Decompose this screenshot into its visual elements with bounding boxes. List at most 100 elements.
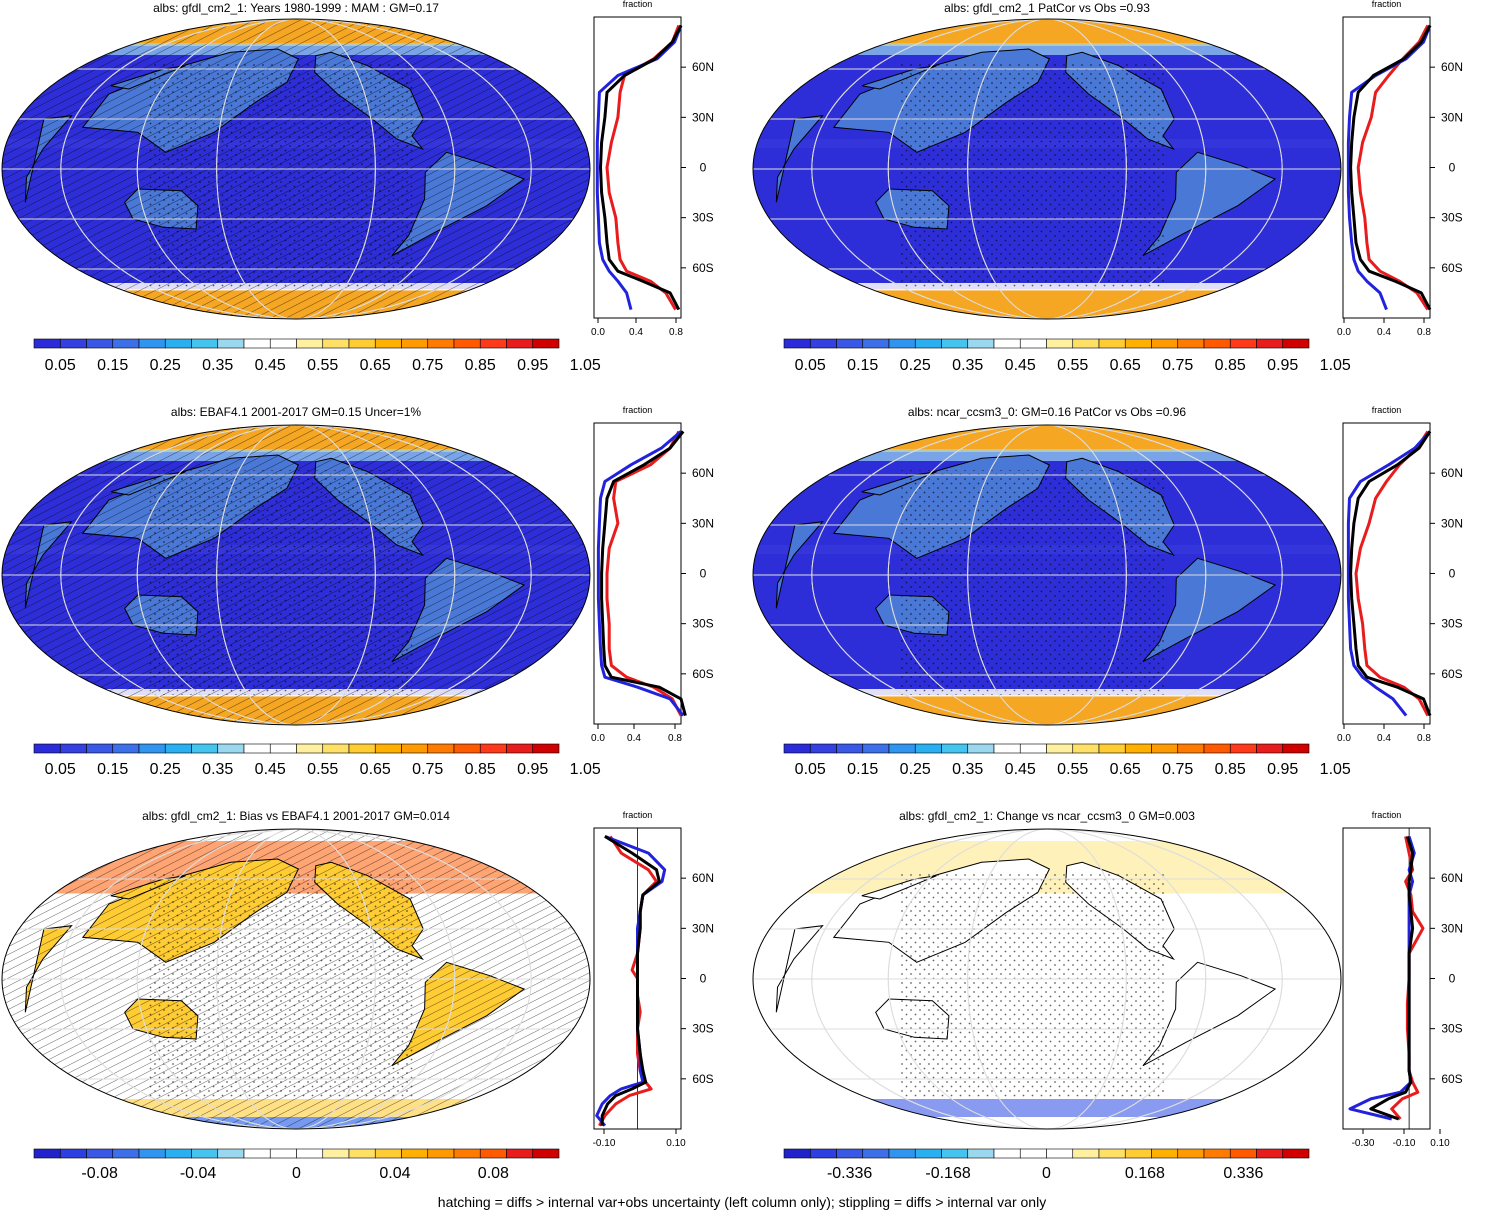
longitude-line — [60, 19, 532, 319]
map-outline — [752, 424, 1342, 726]
colorbar-label: 0.75 — [1162, 357, 1193, 374]
map-outline — [1, 828, 591, 1130]
colorbar-swatch — [1019, 743, 1047, 754]
colorbar-label: 0.85 — [1215, 357, 1246, 374]
graticule — [753, 425, 1341, 725]
stippling-overlay — [900, 470, 1165, 695]
colorbar-swatch — [1229, 743, 1257, 754]
colorbar-swatch — [427, 743, 455, 754]
colorbar-swatch — [1046, 743, 1074, 754]
profile-panel: fraction 60N 30N 0 30S 60S 0.0 0.4 0.8 — [1337, 405, 1463, 744]
profile-series-line — [600, 430, 687, 716]
colorbar-label: 0.65 — [1110, 761, 1141, 778]
profile-series-line — [1349, 430, 1432, 717]
colorbar-label: 0.45 — [255, 357, 286, 374]
colorbar-swatch — [506, 338, 534, 349]
longitude-line — [136, 829, 456, 1129]
colorbar-label: 0.55 — [307, 357, 338, 374]
colorbar-swatch — [1072, 1148, 1100, 1159]
map-panel: albs: gfdl_cm2_1: Change vs ncar_ccsm3_0… — [752, 809, 1342, 1182]
y-tick-label: 60N — [1441, 871, 1463, 885]
colorbar-label: 0.55 — [1057, 357, 1088, 374]
continent-africa — [775, 925, 824, 1013]
colorbar-swatch — [33, 1148, 61, 1159]
colorbar-swatch — [1229, 338, 1257, 349]
colorbar-label: 0.25 — [150, 357, 181, 374]
longitude-line — [216, 425, 376, 725]
colorbar-label: 0.15 — [97, 357, 128, 374]
profile-panel: fraction 60N 30N 0 30S 60S 0.0 0.4 0.8 — [591, 0, 714, 338]
profile-series-line — [596, 430, 685, 717]
panels-layer: albs: gfdl_cm2_1: Years 1980-1999 : MAM … — [1, 0, 1463, 1182]
colorbar-swatch — [374, 743, 402, 754]
y-tick-label: 0 — [700, 567, 707, 581]
colorbar-swatch — [217, 1148, 245, 1159]
colorbar-swatch — [164, 338, 192, 349]
colorbar-swatch — [296, 743, 324, 754]
map-outline — [1, 18, 591, 320]
x-tick-label: 0.4 — [1377, 327, 1391, 338]
colorbar-swatch — [191, 1148, 219, 1159]
continent-africa — [775, 521, 824, 609]
colorbar-swatch — [322, 1148, 350, 1159]
panel-title: albs: gfdl_cm2_1: Years 1980-1999 : MAM … — [153, 1, 439, 15]
colorbar-label: 1.05 — [1320, 357, 1351, 374]
colorbar-swatch — [243, 338, 271, 349]
colorbar-swatch — [86, 338, 114, 349]
graticule — [2, 425, 590, 725]
colorbar-label: 0.04 — [379, 1165, 410, 1182]
colorbar-label: 0.15 — [847, 357, 878, 374]
longitude-line — [811, 425, 1283, 725]
colorbar: 0.05 0.15 0.25 0.35 0.45 0.55 0.65 0.75 0.85 0.95… — [783, 338, 1351, 374]
x-tick-label: 0.10 — [666, 1138, 686, 1149]
panel-title: albs: gfdl_cm2_1: Bias vs EBAF4.1 2001-2… — [142, 809, 450, 823]
y-tick-label: 60N — [692, 60, 714, 74]
map-panel: albs: EBAF4.1 2001-2017 GM=0.15 Uncer=1%… — [1, 405, 601, 778]
antarctic-ice — [753, 289, 1341, 319]
colorbar-label: 0.45 — [255, 761, 286, 778]
y-tick-label: 0 — [700, 972, 707, 986]
colorbar-swatch — [1282, 338, 1310, 349]
colorbar-swatch — [1019, 338, 1047, 349]
colorbar-swatch — [888, 743, 916, 754]
colorbar-swatch — [993, 1148, 1021, 1159]
profile-series-line — [600, 835, 661, 1126]
longitude-line — [60, 829, 532, 1129]
colorbar: 0.05 0.15 0.25 0.35 0.45 0.55 0.65 0.75 0.85 0.95… — [783, 743, 1351, 778]
colorbar-swatch — [914, 1148, 942, 1159]
colorbar-swatch — [1203, 338, 1231, 349]
profile-series-line — [1354, 430, 1430, 717]
colorbar-swatch — [374, 1148, 402, 1159]
panel-title: albs: EBAF4.1 2001-2017 GM=0.15 Uncer=1% — [171, 405, 421, 419]
y-tick-label: 30N — [692, 110, 714, 124]
colorbar-label: 0.25 — [150, 761, 181, 778]
colorbar-label: 0.75 — [1162, 761, 1193, 778]
panel-title: albs: gfdl_cm2_1 PatCor vs Obs =0.93 — [944, 1, 1150, 15]
map-panel: albs: gfdl_cm2_1: Bias vs EBAF4.1 2001-2… — [1, 809, 591, 1182]
longitude-line — [967, 829, 1127, 1129]
colorbar-label: 0.85 — [465, 761, 496, 778]
y-tick-label: 0 — [700, 161, 707, 175]
y-tick-label: 60N — [1441, 60, 1463, 74]
colorbar-label: -0.168 — [925, 1165, 970, 1182]
profile-title: fraction — [623, 405, 653, 415]
continent-africa — [775, 115, 824, 203]
longitude-line — [60, 425, 532, 725]
colorbar-swatch — [1098, 1148, 1126, 1159]
x-tick-label: 0.0 — [591, 733, 605, 744]
colorbar-swatch — [506, 743, 534, 754]
colorbar-swatch — [348, 338, 376, 349]
colorbar-label: 0.15 — [97, 761, 128, 778]
graticule — [753, 19, 1341, 319]
colorbar-swatch — [1177, 1148, 1205, 1159]
graticule — [753, 829, 1341, 1129]
colorbar-swatch — [1282, 1148, 1310, 1159]
colorbar-swatch — [783, 1148, 811, 1159]
colorbar-swatch — [164, 743, 192, 754]
map-outline — [1, 424, 591, 726]
colorbar-swatch — [862, 1148, 890, 1159]
x-tick-label: 0.4 — [1377, 733, 1391, 744]
y-tick-label: 30S — [692, 211, 713, 225]
colorbar-label: 0.05 — [795, 357, 826, 374]
colorbar-swatch — [1098, 743, 1126, 754]
